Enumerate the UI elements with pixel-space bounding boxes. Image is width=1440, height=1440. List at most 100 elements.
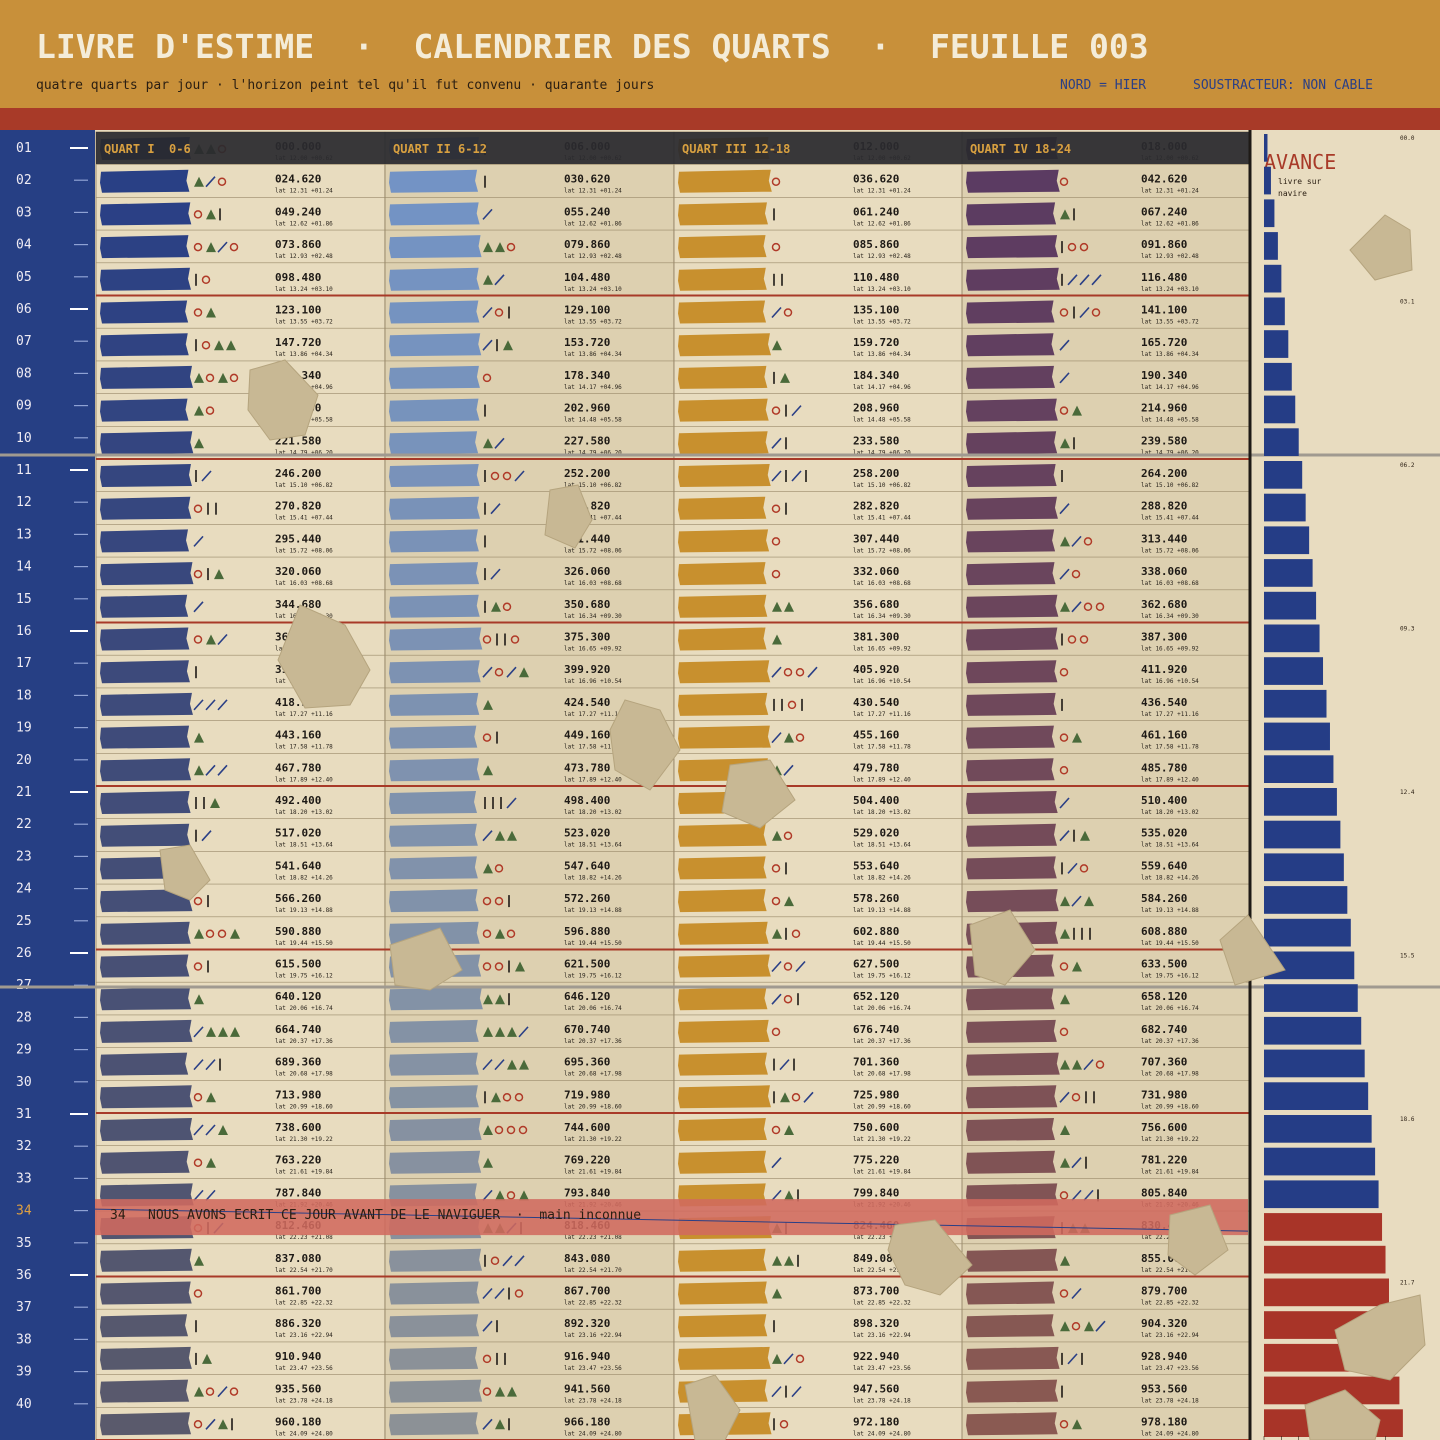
cell-value: 338.060 <box>1141 565 1187 578</box>
cell-value: 689.360 <box>275 1056 321 1069</box>
icon-circle <box>1083 537 1093 546</box>
brush-stroke <box>678 365 768 389</box>
cell-value: 510.400 <box>1141 794 1187 807</box>
advance-bar <box>1264 820 1341 849</box>
icon-triangle <box>519 1190 529 1201</box>
icon-circle <box>482 929 492 939</box>
cell-value: 596.880 <box>564 925 610 938</box>
icon-circle <box>795 1354 805 1364</box>
day-label: 31 <box>16 1107 32 1122</box>
icon-slash <box>1059 830 1070 842</box>
cell-lat: lat 17.89 +12.40 <box>1141 776 1199 783</box>
icon-slash <box>1059 1091 1070 1103</box>
cell-value: 978.180 <box>1141 1415 1187 1428</box>
icon-triangle <box>483 1125 493 1135</box>
cell-value: 282.820 <box>853 500 899 513</box>
brush-stroke <box>389 202 480 226</box>
icon-triangle <box>194 732 204 743</box>
icon-circle <box>205 1387 215 1396</box>
icon-slash <box>506 666 517 678</box>
north-note: NORD = HIER <box>1060 78 1146 93</box>
brush-stroke <box>389 1379 483 1403</box>
cell-lat: lat 16.34 +09.30 <box>1141 613 1199 620</box>
icon-circle <box>482 733 492 742</box>
day-label: 25 <box>16 914 32 929</box>
cell-value: 898.320 <box>853 1317 899 1330</box>
icon-triangle <box>194 1255 204 1266</box>
icon-triangle <box>194 372 204 383</box>
cell-lat: lat 22.54 +21.70 <box>275 1267 333 1274</box>
cell-value: 941.560 <box>564 1383 610 1396</box>
advance-bar <box>1264 134 1268 162</box>
icon-slash <box>1071 895 1082 907</box>
cell-value: 320.060 <box>275 565 321 578</box>
icon-circle <box>1059 1191 1069 1200</box>
cell-lat: lat 23.78 +24.18 <box>853 1398 911 1405</box>
icon-circle <box>1095 602 1105 612</box>
icon-triangle <box>1084 896 1094 907</box>
cell-value: 184.340 <box>853 369 899 382</box>
cell-value: 381.300 <box>853 631 899 644</box>
cell-lat: lat 13.24 +03.10 <box>1141 286 1199 293</box>
cell-value: 036.620 <box>853 173 899 186</box>
cell-lat: lat 22.23 +21.08 <box>853 1234 911 1241</box>
day-label: 15 <box>16 592 32 607</box>
icon-triangle <box>507 830 517 841</box>
cell-value: 886.320 <box>275 1317 321 1330</box>
icon-circle <box>518 1125 528 1135</box>
cell-value: 904.320 <box>1141 1317 1187 1330</box>
cell-lat: lat 21.61 +19.84 <box>853 1169 911 1176</box>
cell-lat: lat 24.09 +24.80 <box>564 1430 622 1437</box>
day-label: 21 <box>16 785 32 800</box>
cell-lat: lat 18.51 +13.64 <box>275 842 333 849</box>
cell-value: 356.680 <box>853 598 899 611</box>
cell-value: 707.360 <box>1141 1056 1187 1069</box>
icon-slash <box>482 666 493 678</box>
advance-bar <box>1264 428 1299 456</box>
brush-stroke <box>678 235 767 259</box>
icon-slash <box>783 1353 794 1365</box>
icon-slash <box>1079 306 1090 319</box>
cell-value: 085.860 <box>853 238 899 251</box>
cell-lat: lat 12.62 +01.86 <box>275 220 333 227</box>
cell-value: 725.980 <box>853 1088 899 1101</box>
brush-stroke <box>966 856 1057 880</box>
icon-triangle <box>206 307 216 318</box>
column-header-band <box>96 132 1250 164</box>
cell-value: 750.600 <box>853 1121 899 1134</box>
cell-value: 535.020 <box>1141 827 1187 840</box>
brush-stroke <box>100 1052 189 1076</box>
icon-circle <box>1079 864 1089 873</box>
icon-circle <box>771 177 781 186</box>
cell-lat: lat 16.65 +09.92 <box>1141 646 1199 653</box>
brush-stroke <box>100 1379 190 1403</box>
icon-circle <box>771 1027 781 1037</box>
icon-slash <box>217 699 228 711</box>
brush-stroke <box>100 1150 190 1174</box>
brush-stroke <box>678 562 767 586</box>
icon-triangle <box>206 634 216 645</box>
cell-value: 966.180 <box>564 1415 610 1428</box>
cell-lat: lat 22.23 +21.08 <box>275 1234 333 1241</box>
icon-slash <box>771 470 782 482</box>
cell-value: 646.120 <box>564 990 610 1003</box>
cell-lat: lat 22.54 +21.70 <box>1141 1267 1199 1274</box>
icon-triangle <box>515 961 525 972</box>
cell-lat: lat 20.37 +17.36 <box>1141 1038 1199 1045</box>
day-label: 30 <box>16 1075 32 1090</box>
icon-triangle <box>519 1059 529 1070</box>
cell-value: 664.740 <box>275 1023 321 1036</box>
cell-value: 775.220 <box>853 1154 899 1167</box>
icon-slash <box>1095 1320 1106 1332</box>
brush-stroke <box>389 235 482 259</box>
icon-triangle <box>495 994 505 1005</box>
icon-circle <box>1059 177 1069 186</box>
icon-slash <box>1071 535 1082 547</box>
cell-value: 602.880 <box>853 925 899 938</box>
brush-stroke <box>100 987 192 1011</box>
cell-lat: lat 20.06 +16.74 <box>853 1005 911 1012</box>
icon-slash <box>807 666 818 678</box>
icon-circle <box>506 242 516 252</box>
icon-circle <box>1067 635 1077 644</box>
cell-lat: lat 15.72 +08.06 <box>275 547 333 554</box>
